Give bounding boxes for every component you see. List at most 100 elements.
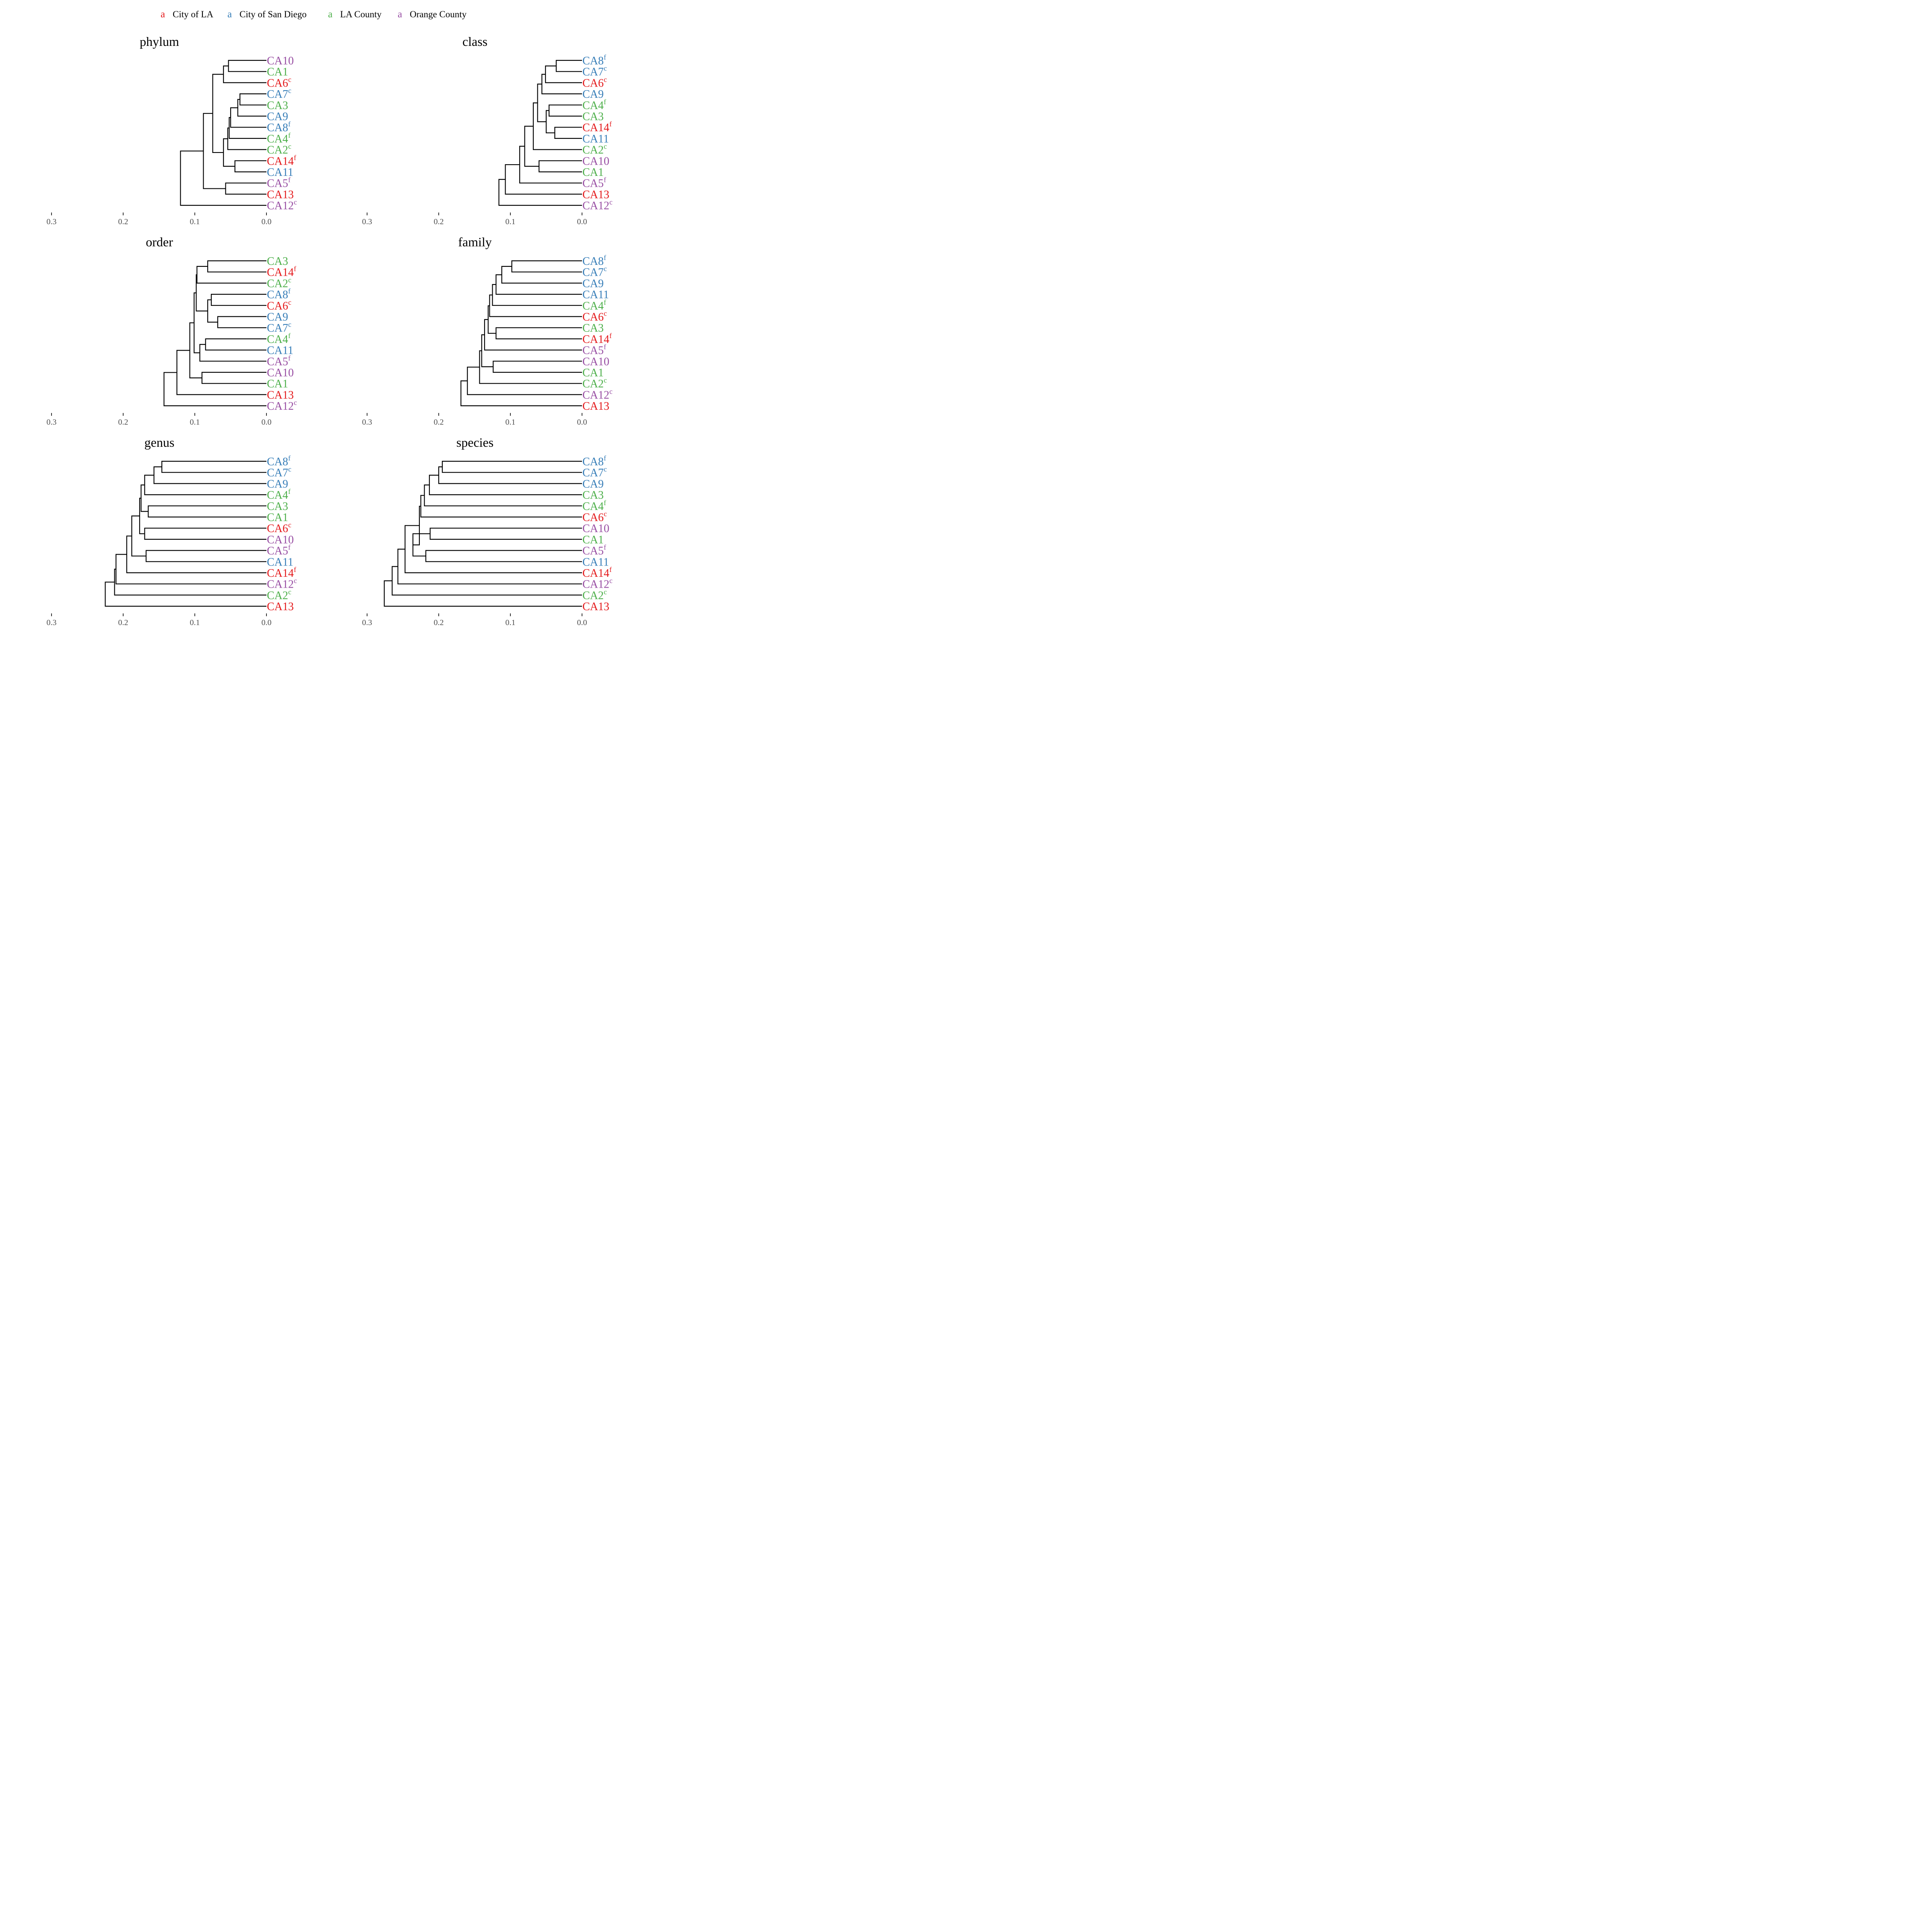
axis-tick-label: 0.2 xyxy=(118,418,128,427)
leaf-label: CA10 xyxy=(267,534,294,546)
leaf-label: CA10 xyxy=(582,355,609,368)
dendrogram-branch xyxy=(467,366,582,395)
legend-item: a City of San Diego xyxy=(227,9,307,20)
legend-item: a Orange County xyxy=(398,9,466,20)
leaf-label: CA4f xyxy=(582,298,606,312)
leaf-label: CA2c xyxy=(267,588,291,602)
leaf-label: CA9 xyxy=(267,311,288,324)
dendrogram-branch xyxy=(196,274,208,312)
leaf-superscript: f xyxy=(604,543,606,551)
dendrogram-branch xyxy=(207,260,266,272)
leaf-label: CA6c xyxy=(267,521,291,535)
legend-key: a xyxy=(398,9,402,20)
dendrogram-branch xyxy=(223,138,235,167)
leaf-superscript: c xyxy=(609,387,613,395)
leaf-label: CA10 xyxy=(582,155,609,167)
leaf-label: CA13 xyxy=(582,188,609,201)
leaf-superscript: f xyxy=(288,354,291,362)
axis-tick-label: 0.2 xyxy=(434,217,444,226)
dendrogram-panel: genusCA8fCA7cCA9CA4fCA3CA1CA6cCA10CA5fCA… xyxy=(47,435,297,627)
leaf-label: CA6c xyxy=(582,510,607,524)
dendrogram-branch xyxy=(442,460,582,473)
dendrogram-branch xyxy=(180,151,266,206)
axis-tick-label: 0.2 xyxy=(118,618,128,627)
panel-title: phylum xyxy=(140,34,179,49)
leaf-superscript: c xyxy=(288,75,291,83)
dendrogram-branch xyxy=(148,505,266,518)
leaf-superscript: f xyxy=(609,120,612,128)
leaf-superscript: f xyxy=(609,332,612,340)
axis-tick-label: 0.1 xyxy=(506,418,516,427)
dendrogram-branch xyxy=(234,160,266,173)
dendrogram-branch xyxy=(212,74,224,153)
leaf-superscript: f xyxy=(604,254,606,262)
dendrogram-branch xyxy=(199,344,266,362)
leaf-label: CA4f xyxy=(582,98,606,112)
leaf-label: CA9 xyxy=(582,88,604,101)
dendrogram-branch xyxy=(211,294,266,306)
leaf-label: CA11 xyxy=(582,556,609,568)
axis-tick-label: 0.3 xyxy=(47,217,57,226)
dendrogram-branch xyxy=(493,361,582,373)
leaf-label: CA14f xyxy=(267,153,296,167)
legend-item: a City of LA xyxy=(161,9,213,20)
dendrogram-branch xyxy=(481,334,493,367)
dendrogram-branch xyxy=(392,566,582,596)
panel-title: order xyxy=(146,235,173,249)
legend-label: City of LA xyxy=(173,9,213,19)
dendrogram-branch xyxy=(495,327,582,339)
leaf-label: CA10 xyxy=(267,55,294,67)
legend-label: LA County xyxy=(340,9,382,19)
dendrogram-panel: family CA8fCA7cCA9CA11CA4fCA6cCA3CA14fCA5… xyxy=(362,235,613,427)
leaf-label: CA4f xyxy=(267,487,291,502)
axis-tick-label: 0.1 xyxy=(506,618,516,627)
dendrogram-figure: phylumCA10CA1CA6cCA7cCA3CA9CA8fCA4fCA2cC… xyxy=(47,34,613,627)
dendrogram-branch xyxy=(511,260,582,272)
legend-key: a xyxy=(328,9,333,20)
leaf-label: CA3 xyxy=(582,111,604,123)
axis-tick-label: 0.3 xyxy=(362,418,372,427)
dendrogram-panel: species CA8fCA7cCA9CA3CA4fCA6cCA10CA1CA5f… xyxy=(362,435,613,627)
leaf-label: CA5f xyxy=(267,176,291,190)
leaf-label: CA8f xyxy=(582,454,606,468)
leaf-superscript: c xyxy=(604,510,607,518)
leaf-label: CA5f xyxy=(582,543,606,557)
leaf-superscript: c xyxy=(288,465,291,473)
dendrogram-branch xyxy=(524,126,539,167)
panel-title: class xyxy=(462,34,487,49)
dendrogram-branch xyxy=(105,582,266,607)
leaf-label: CA5f xyxy=(582,176,606,190)
dendrogram-branch xyxy=(131,515,146,557)
leaf-superscript: c xyxy=(294,398,297,407)
leaf-label: CA12c xyxy=(582,387,613,401)
leaf-label: CA3 xyxy=(582,322,604,334)
dendrogram-branch xyxy=(144,475,266,495)
leaf-superscript: c xyxy=(604,142,607,151)
leaf-superscript: c xyxy=(288,276,291,284)
panel-title: family xyxy=(458,235,492,249)
leaf-label: CA5f xyxy=(582,343,606,357)
dendrogram-branch xyxy=(438,466,582,484)
dendrogram-branch xyxy=(163,372,266,407)
legend-item: a LA County xyxy=(328,9,382,20)
dendrogram-branch xyxy=(425,550,582,562)
leaf-superscript: c xyxy=(604,465,607,473)
leaf-label: CA11 xyxy=(267,166,293,179)
leaf-label: CA4f xyxy=(582,499,606,513)
dendrogram-panel: class CA8fCA7cCA6cCA9CA4fCA3CA14fCA11CA2c… xyxy=(362,34,613,226)
dendrogram-branch xyxy=(554,127,582,139)
leaf-label: CA6c xyxy=(582,310,607,324)
dendrogram-branch xyxy=(228,60,266,72)
leaf-label: CA2c xyxy=(582,142,607,157)
leaf-label: CA13 xyxy=(582,601,609,613)
leaf-superscript: f xyxy=(604,298,606,306)
leaf-label: CA12c xyxy=(267,198,297,212)
axis-tick-label: 0.3 xyxy=(362,618,372,627)
leaf-label: CA8f xyxy=(582,53,606,67)
dendrogram-branch xyxy=(501,266,582,284)
leaf-label: CA7c xyxy=(267,465,291,479)
leaf-superscript: f xyxy=(288,543,291,551)
leaf-label: CA14f xyxy=(582,120,612,134)
leaf-superscript: f xyxy=(288,176,291,184)
dendrogram-branch xyxy=(161,460,266,473)
